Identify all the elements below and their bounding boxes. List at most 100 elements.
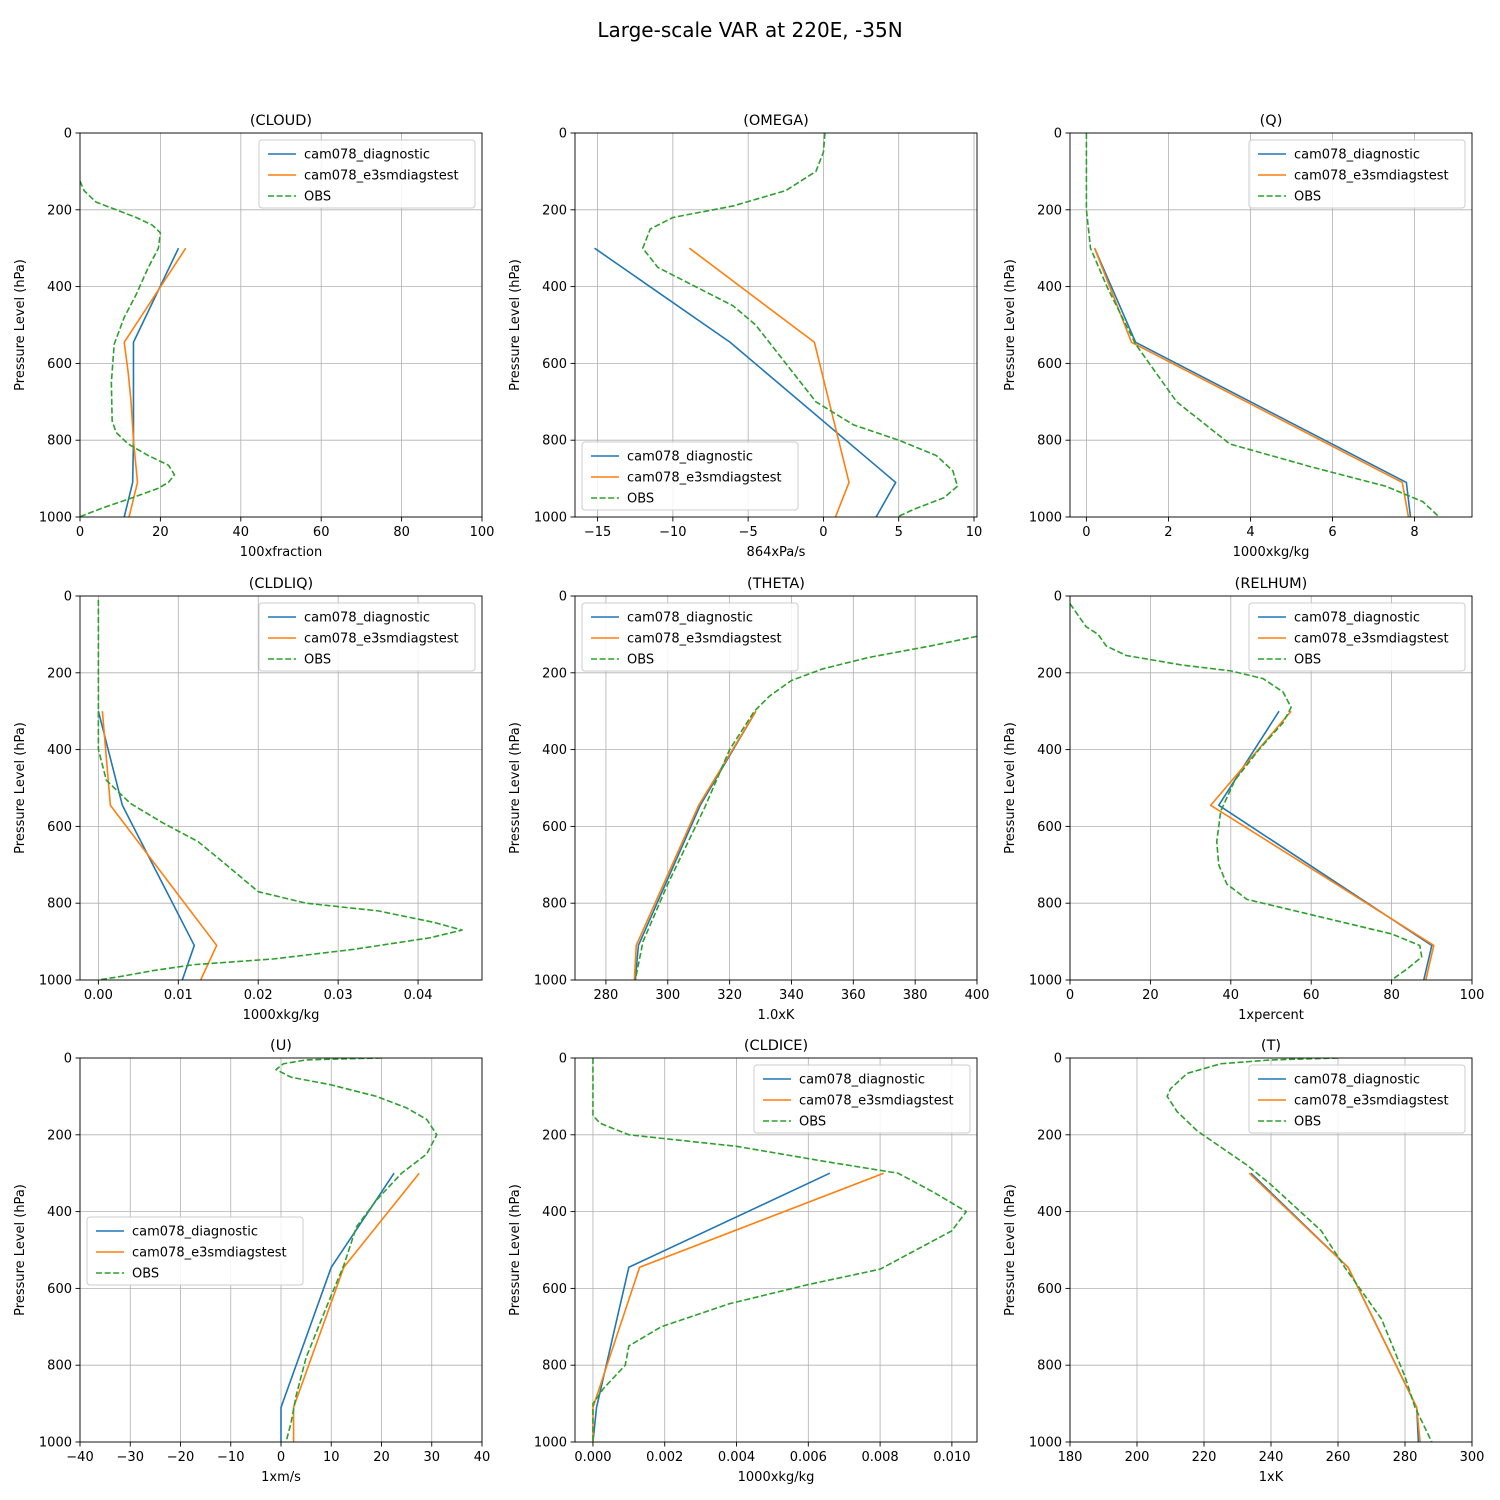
legend-box [1248,602,1466,672]
x-tick-label: 280 [1393,1450,1418,1465]
y-tick-label: 200 [542,666,567,681]
x-tick-label: 10 [966,525,983,540]
y-tick-label: 0 [64,590,72,605]
y-tick-label: 0 [1054,127,1062,142]
y-tick-label: 1000 [534,511,567,526]
y-tick-label: 400 [542,743,567,758]
legend-label: cam078_e3smdiagstest [1294,632,1449,647]
legend-box [258,139,476,209]
series-line-cam078-diagnostic [280,1172,395,1442]
series-line-cam078-e3smdiagstest [123,247,187,517]
x-tick-label: 300 [655,988,680,1003]
x-tick-label: 0.008 [861,1450,898,1465]
x-tick-label: 0.004 [718,1450,755,1465]
y-tick-label: 200 [1037,203,1062,218]
axes-frame [79,595,483,981]
x-tick-label: −30 [117,1450,144,1465]
x-tick-label: −15 [584,525,611,540]
x-tick-label: 4 [1246,525,1254,540]
legend: cam078_diagnostic cam078_e3smdiagstest OBS [753,1064,971,1134]
x-tick-label: 0.03 [324,988,353,1003]
y-tick-label: 1000 [39,511,72,526]
y-tick-label: 400 [47,743,72,758]
x-axis-label: 1000xkg/kg [243,1008,320,1023]
panel-title: (T) [1261,1038,1281,1054]
series-line-obs [1085,133,1440,517]
y-tick-label: 400 [1037,743,1062,758]
legend-box [581,441,799,511]
x-tick-label: 20 [1142,988,1159,1003]
panel-title: (RELHUM) [1235,576,1308,592]
y-tick-label: 800 [1037,434,1062,449]
x-tick-label: −5 [739,525,758,540]
series-line-cam078-e3smdiagstest [1093,247,1410,517]
x-tick-label: 0.00 [84,988,113,1003]
x-tick-label: 340 [779,988,804,1003]
legend: cam078_diagnostic cam078_e3smdiagstest OBS [258,602,476,672]
series-line-cam078-e3smdiagstest [1209,710,1435,980]
y-tick-label: 600 [1037,1282,1062,1297]
legend-label: cam078_diagnostic [304,611,430,626]
legend-label: OBS [1294,1115,1321,1130]
panel-title: (OMEGA) [743,113,809,129]
y-tick-label: 800 [1037,897,1062,912]
legend: cam078_diagnostic cam078_e3smdiagstest OBS [1248,139,1466,209]
legend-label: cam078_e3smdiagstest [304,169,459,184]
y-axis-label: Pressure Level (hPa) [13,1184,28,1316]
axes-frame [574,595,978,981]
legend-label: cam078_e3smdiagstest [627,471,782,486]
y-axis-label: Pressure Level (hPa) [13,722,28,854]
y-tick-label: 0 [64,1052,72,1067]
legend-label: OBS [1294,190,1321,205]
y-axis-label: Pressure Level (hPa) [508,722,523,854]
y-tick-label: 800 [47,897,72,912]
legend: cam078_diagnostic cam078_e3smdiagstest OBS [1248,1064,1466,1134]
x-tick-label: 0.006 [790,1450,827,1465]
x-tick-label: 380 [903,988,928,1003]
figure-title: Large-scale VAR at 220E, -35N [597,18,902,42]
y-tick-label: 200 [47,666,72,681]
series-line-cam078-diagnostic [592,1172,831,1442]
y-tick-label: 200 [1037,666,1062,681]
legend-box [581,602,799,672]
y-axis-label: Pressure Level (hPa) [508,259,523,391]
x-tick-label: 0 [277,1450,285,1465]
axes-frame [1069,132,1473,518]
y-tick-label: 200 [542,1128,567,1143]
legend: cam078_diagnostic cam078_e3smdiagstest OBS [258,139,476,209]
legend-label: OBS [1294,653,1321,668]
x-tick-label: 40 [1223,988,1240,1003]
panel-cloud: 0 20 40 60 80 10002004006008001000(CLOUD)100x… [13,113,494,560]
y-tick-label: 800 [542,897,567,912]
legend-label: cam078_e3smdiagstest [799,1094,954,1109]
legend: cam078_diagnostic cam078_e3smdiagstest OBS [581,602,799,672]
panel-u: −40 −30 −20 −10 0 10 20 30 4002004006008001000(U… [13,1038,490,1485]
y-tick-label: 600 [542,820,567,835]
panel-cldice: 0.000 0.002 0.004 0.006 0.008 0.010 0 200 400 600… [508,1038,978,1485]
series-line-obs [80,180,176,517]
legend: cam078_diagnostic cam078_e3smdiagstest OBS [1248,602,1466,672]
legend-label: cam078_diagnostic [1294,148,1420,163]
x-tick-label: −20 [167,1450,194,1465]
legend-label: cam078_diagnostic [1294,1073,1420,1088]
legend-label: cam078_diagnostic [627,450,753,465]
x-tick-label: 220 [1192,1450,1217,1465]
panel-title: (U) [270,1038,292,1054]
y-tick-label: 0 [1054,590,1062,605]
x-tick-label: 100 [470,525,495,540]
x-tick-label: 280 [594,988,619,1003]
y-tick-label: 1000 [39,1436,72,1451]
x-tick-label: 40 [233,525,250,540]
legend-box [753,1064,971,1134]
legend-label: cam078_e3smdiagstest [304,632,459,647]
series-line-obs [275,1058,438,1442]
x-tick-label: 260 [1326,1450,1351,1465]
x-tick-label: 80 [1383,988,1400,1003]
y-tick-label: 0 [559,590,567,605]
y-tick-label: 1000 [1029,974,1062,989]
panel-grid: 0 20 40 60 80 10002004006008001000(CLOUD)100x… [13,113,1484,1485]
y-tick-label: 0 [559,1052,567,1067]
x-tick-label: 180 [1058,1450,1083,1465]
series-line-cam078-e3smdiagstest [101,711,218,980]
y-tick-label: 1000 [534,974,567,989]
